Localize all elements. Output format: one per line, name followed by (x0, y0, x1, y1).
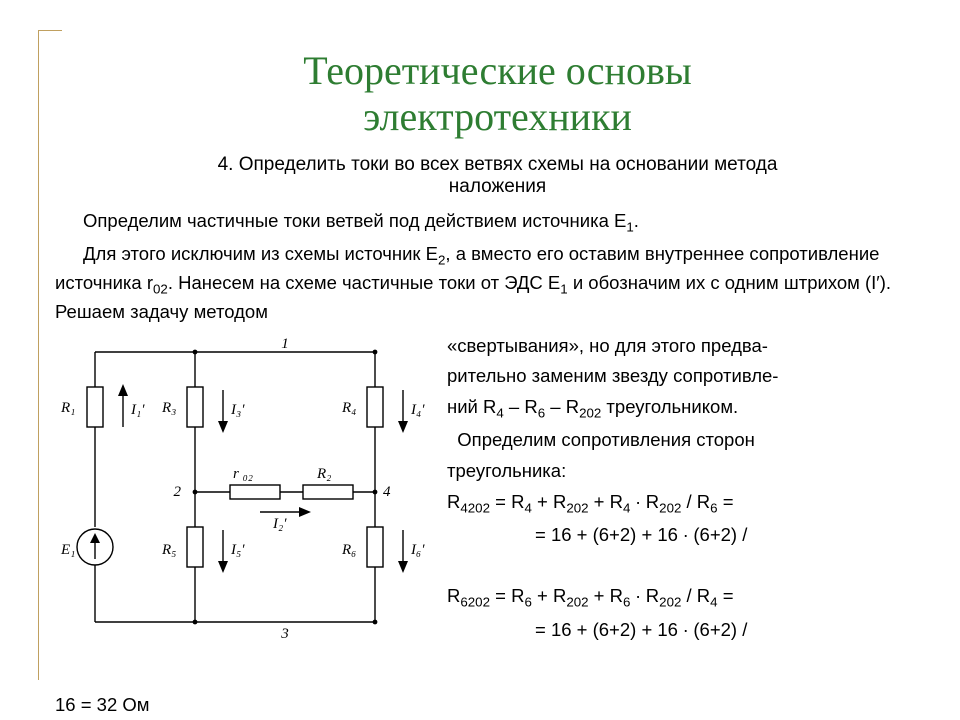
problem-statement: 4. Определить токи во всех ветвях схемы … (55, 154, 940, 198)
r-line-4: Определим сопротивления сторон (447, 426, 940, 455)
page-title: Теоретические основы электротехники (55, 48, 940, 140)
para-1: Определим частичные токи ветвей под дейс… (55, 208, 940, 237)
r-line-5: треугольника: (447, 457, 940, 486)
svg-text:r ₀₂: r ₀₂ (233, 466, 253, 482)
svg-text:R₃: R₃ (161, 400, 176, 416)
svg-text:3: 3 (280, 626, 289, 642)
svg-text:I₁′: I₁′ (130, 402, 145, 418)
svg-text:R₅: R₅ (161, 542, 176, 558)
svg-text:R₁: R₁ (60, 400, 75, 416)
eq1: R4202 = R4 + R202 + R4 ∙ R202 / R6 = (447, 488, 940, 519)
svg-text:I₂′: I₂′ (272, 516, 287, 532)
svg-text:E₁: E₁ (60, 542, 75, 558)
svg-text:R₂: R₂ (316, 466, 331, 482)
svg-text:I₄′: I₄′ (410, 402, 425, 418)
r-line-1: «свертывания», но для этого предва- (447, 332, 940, 361)
eq1-num: = 16 + (6+2) + 16 ∙ (6+2) / (447, 521, 940, 550)
svg-text:4: 4 (383, 484, 391, 500)
r-line-3: ний R4 – R6 – R202 треугольником. (447, 393, 940, 424)
title-line-2: электротехники (363, 94, 632, 139)
svg-text:I₃′: I₃′ (230, 402, 245, 418)
cutoff-text: 16 = 32 Ом (55, 694, 150, 716)
r-line-2: рительно заменим звезду сопротивле- (447, 362, 940, 391)
circuit-diagram: R₁ E₁ R₃ R₅ R₄ R₆ r ₀₂ R₂ 1 2 3 4 I₁′ I₃′ I₄′ I₅′ I₆′ I₂′ (55, 332, 435, 642)
svg-text:R₄: R₄ (341, 400, 356, 416)
subtitle-1: 4. Определить токи во всех ветвях схемы … (218, 154, 778, 175)
svg-text:I₆′: I₆′ (410, 542, 425, 558)
title-line-1: Теоретические основы (303, 48, 691, 93)
svg-text:2: 2 (174, 484, 182, 500)
eq-blank (447, 552, 940, 581)
eq2: R6202 = R6 + R202 + R6 ∙ R202 / R4 = (447, 582, 940, 613)
subtitle-2: наложения (449, 176, 546, 197)
svg-text:R₆: R₆ (341, 542, 356, 558)
para-2: Для этого исключим из схемы источник E2,… (55, 241, 940, 326)
right-column: «свертывания», но для этого предва- рите… (447, 332, 940, 645)
slide-content: Теоретические основы электротехники 4. О… (55, 48, 940, 646)
svg-text:I₅′: I₅′ (230, 542, 245, 558)
lower-region: R₁ E₁ R₃ R₅ R₄ R₆ r ₀₂ R₂ 1 2 3 4 I₁′ I₃′ I₄′ I₅′ I₆′ I₂′… (55, 332, 940, 645)
body-text: Определим частичные токи ветвей под дейс… (55, 208, 940, 326)
eq2-num: = 16 + (6+2) + 16 ∙ (6+2) / (447, 616, 940, 645)
svg-text:1: 1 (281, 336, 289, 352)
